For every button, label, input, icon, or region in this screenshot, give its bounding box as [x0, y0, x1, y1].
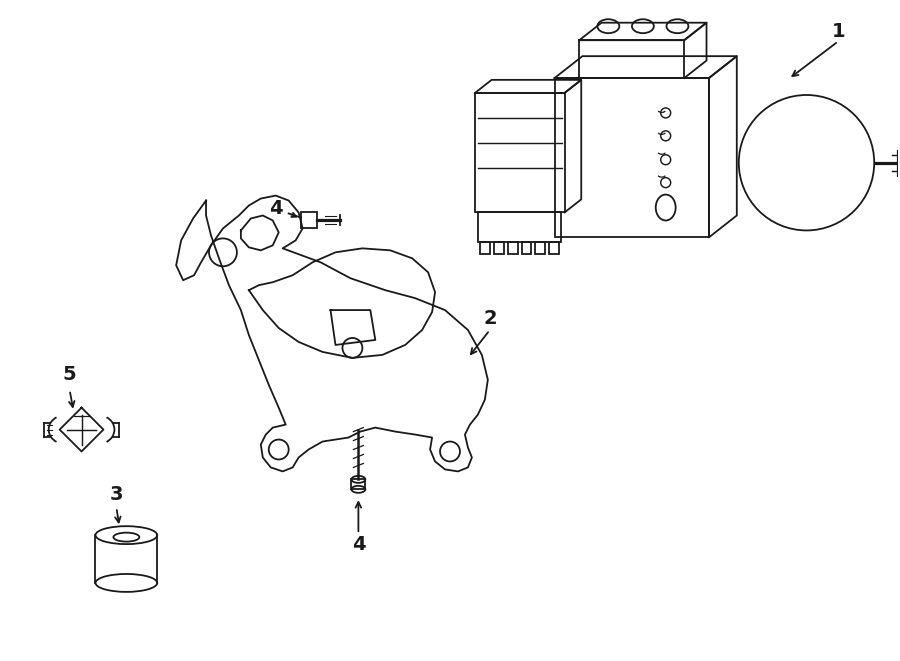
Text: 4: 4	[352, 535, 365, 554]
Bar	[549, 243, 559, 254]
Bar	[508, 243, 518, 254]
Bar	[351, 479, 365, 489]
Text: 5: 5	[63, 366, 76, 384]
Text: 4: 4	[269, 199, 283, 218]
Bar	[554, 78, 709, 237]
Bar	[479, 212, 561, 243]
Bar	[522, 243, 532, 254]
Text: 3: 3	[110, 485, 123, 504]
Bar	[481, 243, 491, 254]
Bar	[301, 212, 317, 229]
Bar	[536, 243, 545, 254]
Bar	[475, 93, 564, 212]
Text: 2: 2	[483, 309, 497, 328]
Text: 1: 1	[832, 22, 845, 41]
Bar	[580, 40, 684, 78]
Bar	[494, 243, 504, 254]
